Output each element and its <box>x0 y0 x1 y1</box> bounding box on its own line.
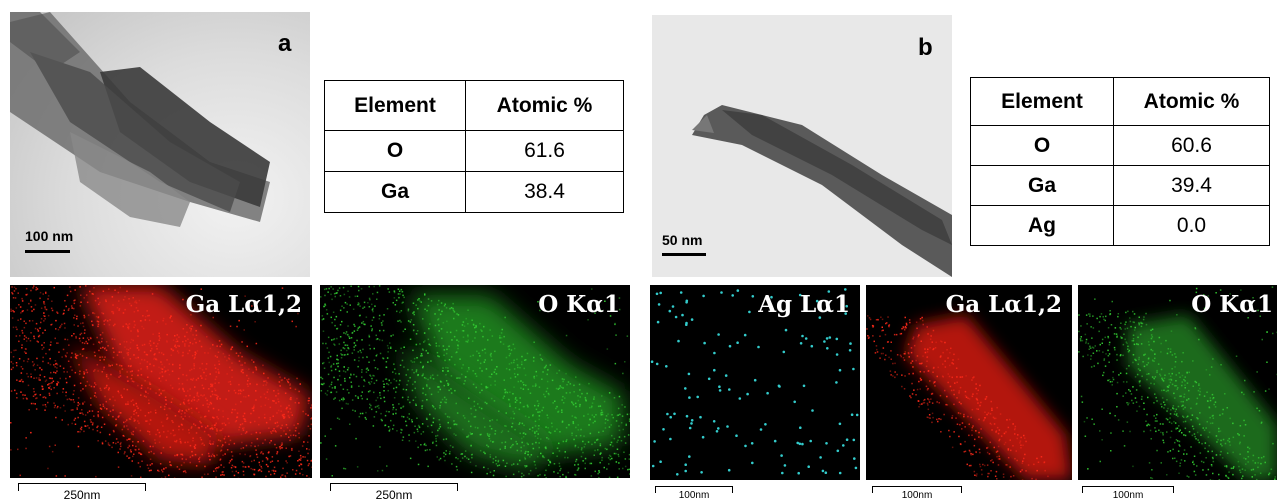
table-cell-element: Ag <box>970 205 1114 246</box>
eds-map-ga-b: Ga Lα1,2 <box>866 285 1072 480</box>
table-header-atomic: Atomic % <box>1113 77 1270 126</box>
map-scale-label: 100nm <box>1112 490 1144 501</box>
eds-map-dots <box>10 285 312 478</box>
tem-scale-label-b: 50 nm <box>662 232 703 248</box>
tem-micrograph-a <box>10 12 310 277</box>
tem-scale-bar-a <box>25 250 70 253</box>
eds-map-dots <box>866 315 1072 480</box>
table-cell-element: Ga <box>970 165 1114 206</box>
map-scale-bar <box>1082 486 1174 493</box>
tem-scale-bar-b <box>662 253 706 256</box>
table-cell-element: O <box>970 125 1114 166</box>
eds-map-ga-a: Ga Lα1,2 <box>10 285 312 478</box>
table-cell-element: Ga <box>324 171 466 213</box>
eds-map-dots <box>650 288 859 476</box>
eds-map-o-b: O Kα1 <box>1078 285 1277 480</box>
table-cell-element: O <box>324 130 466 172</box>
map-scale-label: 100nm <box>678 490 710 501</box>
tem-micrograph-b <box>652 15 952 277</box>
table-header-element: Element <box>970 77 1114 126</box>
eds-map-dots <box>320 285 630 478</box>
panel-letter-b: b <box>918 34 933 61</box>
table-cell-value: 39.4 <box>1113 165 1270 206</box>
map-scale-label: 100nm <box>901 490 933 501</box>
tem-image-a <box>10 12 310 277</box>
map-label: Ga Lα1,2 <box>945 291 1062 318</box>
map-scale-bar <box>18 483 146 491</box>
table-cell-value: 38.4 <box>465 171 624 213</box>
map-label: O Kα1 <box>1191 291 1273 318</box>
table-cell-value: 61.6 <box>465 130 624 172</box>
table-header-atomic: Atomic % <box>465 80 624 131</box>
map-label: O Kα1 <box>538 291 620 318</box>
composition-table-b: Element Atomic % O 60.6 Ga 39.4 Ag 0.0 <box>970 77 1270 246</box>
map-scale-bar <box>872 486 962 493</box>
map-scale-bar <box>330 483 458 491</box>
eds-map-ag-b: Ag Lα1 <box>650 285 860 480</box>
table-cell-value: 0.0 <box>1113 205 1270 246</box>
map-scale-bar <box>655 486 733 493</box>
eds-map-o-a: O Kα1 <box>320 285 630 478</box>
map-scale-label: 250nm <box>63 488 101 502</box>
map-label: Ga Lα1,2 <box>185 291 302 318</box>
table-cell-value: 60.6 <box>1113 125 1270 166</box>
eds-map-dots <box>1078 286 1277 480</box>
panel-letter-a: a <box>278 30 292 57</box>
table-header-element: Element <box>324 80 466 131</box>
tem-scale-label-a: 100 nm <box>25 228 74 244</box>
composition-table-a: Element Atomic % O 61.6 Ga 38.4 <box>324 80 624 213</box>
map-scale-label: 250nm <box>375 488 413 502</box>
map-label: Ag Lα1 <box>758 291 850 318</box>
tem-image-b <box>652 15 952 277</box>
